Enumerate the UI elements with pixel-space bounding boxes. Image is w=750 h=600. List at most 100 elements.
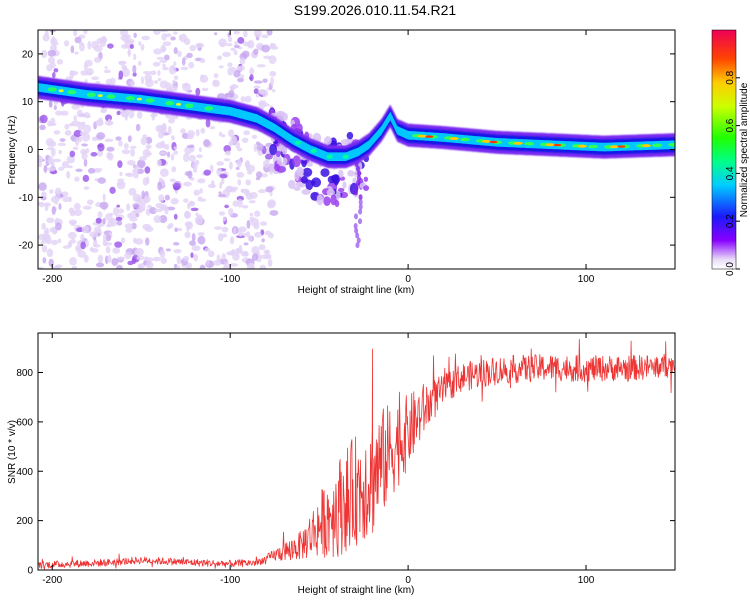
spectrogram-noise-blob (93, 226, 102, 233)
spectrogram-noise-blob (220, 178, 225, 185)
spectrogram-noise-blob (116, 110, 121, 116)
spectrogram-y-axis-label: Frequency (Hz) (7, 116, 18, 185)
spectrogram-noise-blob (136, 255, 145, 261)
spectrogram-x-tick-label: 0 (405, 274, 411, 285)
spectrogram-noise-blob (222, 265, 230, 269)
spectrogram-noise-blob (117, 256, 125, 261)
spectrogram-noise-blob (60, 110, 69, 116)
spectrogram-noise-blob (72, 146, 79, 151)
spectrogram-noise-blob (47, 56, 56, 64)
spectrogram-noise-blob (97, 143, 105, 152)
spectrogram-scatter-blob (337, 187, 345, 193)
spectrogram-noise-blob (237, 198, 243, 208)
spectrogram-noise-blob (116, 181, 126, 190)
snr-frame (37, 332, 676, 571)
spectrogram-noise-blob (135, 123, 141, 132)
spectrogram-noise-blob (160, 257, 167, 264)
spectrogram-noise-blob (235, 247, 239, 257)
spectrogram-noise-blob (253, 210, 261, 217)
spectrogram-noise-blob (186, 225, 190, 232)
colorbar-label: Normalized spectral amplitude (739, 82, 750, 217)
spectrogram-noise-blob (38, 266, 44, 269)
spectrogram-noise-blob (58, 203, 62, 210)
spectrogram-y-tick-label: 10 (22, 97, 34, 108)
snr-x-tick-label: 0 (405, 575, 411, 586)
spectrogram-noise-blob (39, 124, 46, 131)
spectrogram-x-tick-label: -100 (220, 274, 240, 285)
spectrogram-noise-blob (241, 188, 249, 194)
spectrogram-noise-blob (223, 158, 231, 162)
spectrogram-noise-blob (173, 61, 177, 66)
spectrogram-tail-blob (356, 237, 361, 244)
spectrogram-noise-blob (270, 42, 275, 49)
spectrogram-noise-blob (225, 43, 233, 47)
spectrogram-noise-blob (126, 203, 131, 212)
spectrogram-noise-blob (78, 41, 84, 46)
spectrogram-noise-blob (57, 238, 62, 244)
spectrogram-noise-blob (200, 74, 204, 79)
spectrogram-noise-blob (159, 215, 168, 224)
spectrogram-noise-blob (250, 218, 260, 227)
spectrogram-noise-blob (193, 253, 199, 262)
spectrogram-noise-blob (150, 113, 158, 118)
spectrogram-noise-blob (57, 142, 67, 147)
spectrogram-noise-blob (197, 178, 206, 184)
spectrogram-noise-blob (159, 249, 166, 259)
spectrogram-noise-blob (75, 168, 83, 172)
spectrogram-noise-blob (166, 206, 176, 211)
spectrogram-hotspot (47, 87, 57, 92)
spectrogram-noise-blob (246, 219, 251, 229)
spectrogram-noise-blob (161, 33, 167, 41)
spectrogram-hotspot (617, 145, 626, 148)
spectrogram-noise-blob (97, 211, 103, 219)
spectrogram-scatter-blob (302, 167, 313, 177)
colorbar-tick-label: 0.6 (725, 118, 736, 132)
spectrogram-noise-blob (213, 32, 218, 36)
spectrogram-noise-blob (199, 58, 206, 64)
spectrogram-noise-blob (180, 66, 189, 71)
spectrogram-scatter-blob (305, 179, 314, 191)
spectrogram-noise-blob (46, 248, 54, 258)
spectrogram-noise-blob (259, 221, 268, 226)
spectrogram-noise-blob (50, 239, 59, 245)
spectrogram-noise-blob (219, 173, 228, 179)
spectrogram-x-tick-label: -200 (42, 274, 62, 285)
spectrogram-scatter-blob (311, 177, 322, 188)
snr-x-axis-label: Height of straight line (km) (298, 585, 415, 596)
spectrogram-noise-blob (67, 165, 73, 169)
spectrogram-noise-blob (155, 202, 164, 209)
spectrogram-noise-blob (208, 250, 215, 258)
spectrogram-scatter-blob (294, 169, 300, 182)
colorbar-tick-label: 0.4 (725, 166, 736, 180)
snr-x-tick-label: -200 (42, 575, 62, 586)
spectrogram-y-tick-label: -10 (19, 193, 34, 204)
spectrogram-scatter-blob (346, 131, 354, 140)
spectrogram-noise-blob (200, 127, 206, 134)
spectrogram-noise-blob (145, 257, 154, 263)
spectrogram-hotspot (524, 141, 535, 146)
spectrogram-noise-blob (222, 51, 231, 58)
spectrogram-noise-blob (93, 167, 103, 172)
spectrogram-noise-blob (83, 254, 89, 263)
spectrogram-noise-blob (89, 231, 99, 238)
spectrogram-noise-blob (90, 152, 98, 157)
spectrogram-noise-blob (173, 75, 179, 81)
spectrogram-noise-blob (115, 264, 123, 269)
spectrogram-noise-blob (138, 41, 142, 46)
spectrogram-noise-blob (96, 38, 103, 44)
spectrogram-noise-blob (263, 160, 270, 168)
spectrogram-noise-blob (137, 168, 144, 175)
spectrogram-noise-blob (152, 256, 162, 262)
spectrogram-hotspot (668, 142, 675, 147)
spectrogram-noise-blob (107, 254, 112, 264)
spectrogram-noise-blob (241, 137, 249, 144)
spectrogram-scatter-blob (292, 155, 301, 168)
spectrogram-noise-blob (177, 50, 182, 58)
spectrogram-noise-blob (47, 155, 54, 165)
spectrogram-noise-blob (80, 70, 89, 76)
spectrogram-noise-blob (52, 72, 56, 79)
spectrogram-noise-blob (150, 70, 157, 76)
spectrogram-noise-blob (62, 245, 71, 249)
spectrogram-tail-blob (353, 189, 358, 196)
spectrogram-noise-blob (120, 30, 129, 37)
